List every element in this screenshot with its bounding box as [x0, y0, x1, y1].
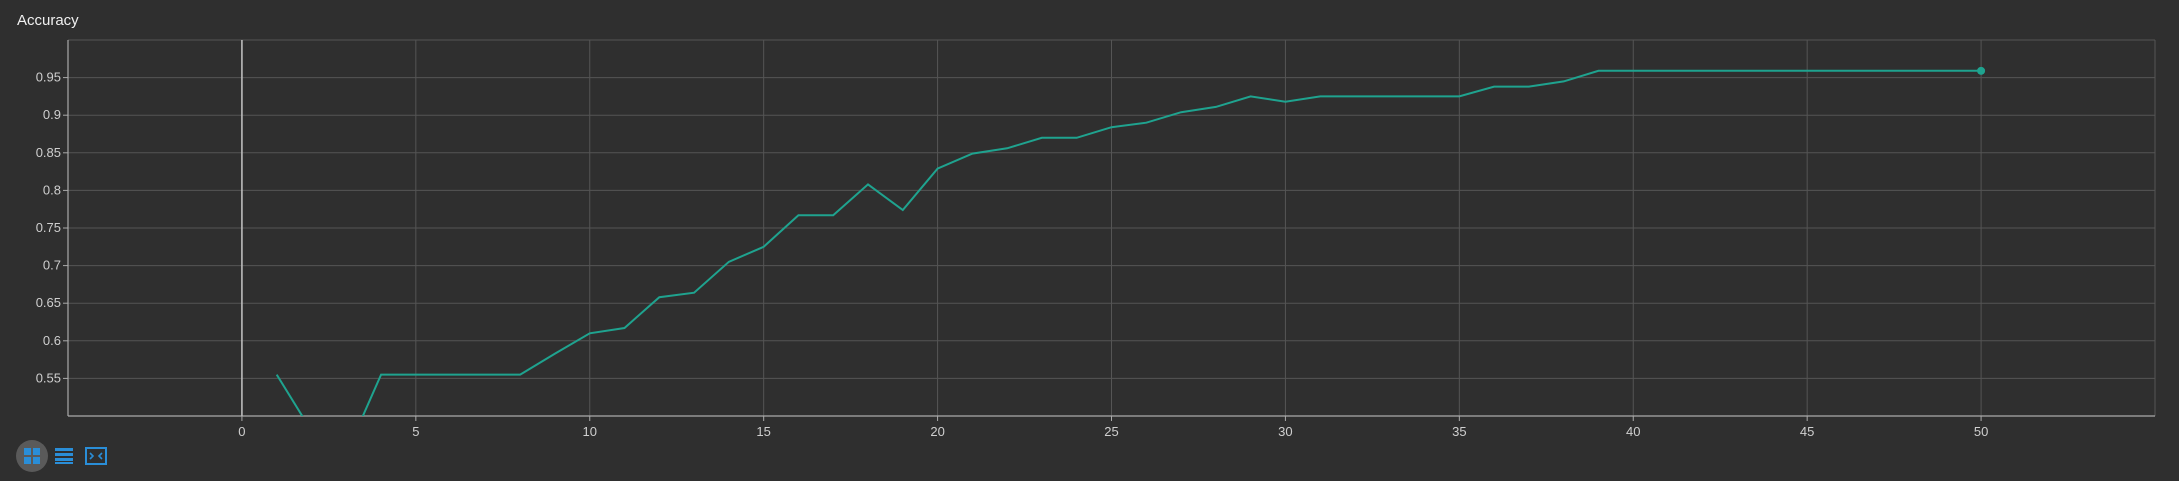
- x-tick-label: 45: [1800, 424, 1814, 439]
- series-group: [275, 66, 1986, 416]
- y-tick-label: 0.85: [36, 145, 61, 160]
- grid-lines: [68, 39, 2156, 416]
- x-tick-label: 30: [1278, 424, 1292, 439]
- y-tick-label: 0.7: [43, 258, 61, 273]
- fit-to-screen-icon: [85, 447, 107, 465]
- x-tick-label: 25: [1104, 424, 1118, 439]
- series-end-point: [1977, 66, 1986, 75]
- grid-view-button[interactable]: [16, 440, 48, 472]
- x-tick-label: 35: [1452, 424, 1466, 439]
- x-tick-label: 5: [412, 424, 419, 439]
- x-tick-label: 40: [1626, 424, 1640, 439]
- y-tick-label: 0.8: [43, 182, 61, 197]
- y-axis-ticks: 0.55 0.6 0.65 0.7 0.75 0.8 0.85 0.9 0.95: [36, 70, 68, 385]
- y-tick-label: 0.75: [36, 220, 61, 235]
- y-tick-label: 0.9: [43, 107, 61, 122]
- y-tick-label: 0.95: [36, 70, 61, 85]
- list-view-button[interactable]: [48, 440, 80, 472]
- y-tick-label: 0.6: [43, 333, 61, 348]
- x-tick-label: 20: [930, 424, 944, 439]
- y-tick-label: 0.55: [36, 370, 61, 385]
- list-view-icon: [55, 448, 73, 464]
- chart-title: Accuracy: [17, 12, 79, 29]
- x-tick-label: 15: [756, 424, 770, 439]
- fit-to-screen-button[interactable]: [80, 440, 112, 472]
- y-tick-label: 0.65: [36, 295, 61, 310]
- x-tick-label: 0: [238, 424, 245, 439]
- x-tick-label: 50: [1974, 424, 1988, 439]
- x-tick-label: 10: [583, 424, 597, 439]
- x-axis-ticks: 0 5 10 15 20 25 30 35 40 45 50: [238, 416, 1988, 439]
- grid-view-icon: [24, 448, 40, 464]
- series-line: [275, 69, 1982, 416]
